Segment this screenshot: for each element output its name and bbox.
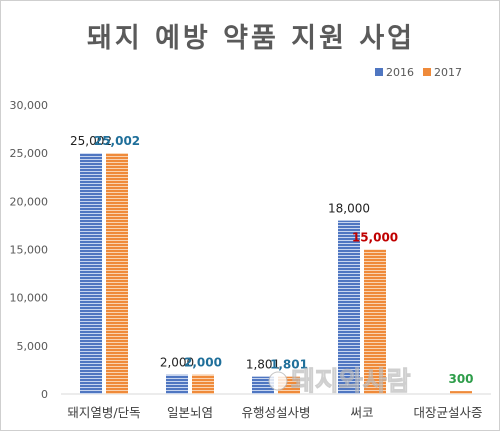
y-tick-label: 15,000 xyxy=(10,244,49,257)
bar-2016 xyxy=(166,374,188,394)
legend-swatch-2017 xyxy=(423,68,431,76)
data-label-2016: 18,000 xyxy=(328,202,370,216)
category-label: 일본뇌염 xyxy=(167,405,213,420)
y-tick-label: 10,000 xyxy=(10,292,49,305)
data-label-2017: 300 xyxy=(448,372,473,386)
data-label-2017: 2,000 xyxy=(184,356,222,370)
category-label: 대장균설사증 xyxy=(413,405,482,420)
y-axis: 0 5,000 10,000 15,000 20,000 25,000 30,000 xyxy=(10,99,49,401)
data-label-2017: 25,002 xyxy=(94,134,140,148)
data-label-2017: 1,801 xyxy=(270,358,308,372)
bar-2016 xyxy=(338,220,360,394)
category-label: 돼지열병/단독 xyxy=(67,405,140,420)
bar-2017 xyxy=(192,374,214,394)
data-label-2016: 2,000 xyxy=(160,356,194,370)
legend-label-2017: 2017 xyxy=(434,66,462,79)
y-tick-label: 0 xyxy=(41,388,48,401)
legend-swatch-2016 xyxy=(375,68,383,76)
y-tick-label: 30,000 xyxy=(10,99,49,112)
bar-2017 xyxy=(450,391,472,394)
bar-2016 xyxy=(80,153,102,394)
watermark-pig-icon xyxy=(268,371,288,391)
bar-2016 xyxy=(252,376,274,394)
data-label-2017: 15,000 xyxy=(352,231,398,245)
bar-2017 xyxy=(364,249,386,394)
watermark-text: 돼지와사람 xyxy=(291,367,411,397)
y-tick-label: 5,000 xyxy=(17,340,49,353)
bar-2017 xyxy=(106,153,128,394)
chart-title: 돼지 예방 약품 지원 사업 xyxy=(87,23,415,54)
legend: 2016 2017 xyxy=(375,66,462,79)
legend-label-2016: 2016 xyxy=(386,66,414,79)
bars xyxy=(80,153,472,394)
watermark: 돼지와사람 xyxy=(268,367,411,398)
data-label-2016: 25,002 xyxy=(70,134,112,148)
category-label: 유행성설사병 xyxy=(241,405,310,420)
category-label: 써코 xyxy=(350,405,373,420)
x-axis: 돼지열병/단독 일본뇌염 유행성설사병 써코 대장균설사증 xyxy=(67,405,482,420)
y-tick-label: 25,000 xyxy=(10,147,49,160)
y-tick-label: 20,000 xyxy=(10,195,49,208)
data-label-2016: 1,801 xyxy=(246,358,280,372)
